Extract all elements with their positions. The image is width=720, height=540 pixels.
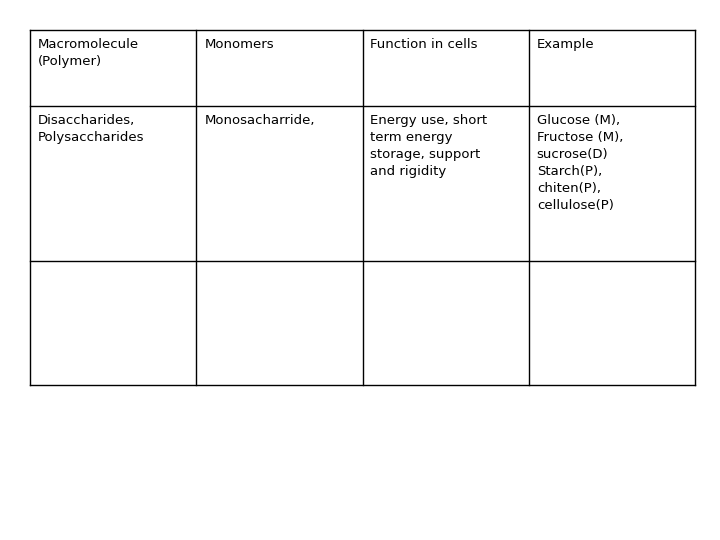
Text: Disaccharides,
Polysaccharides: Disaccharides, Polysaccharides: [38, 114, 145, 144]
Text: Energy use, short
term energy
storage, support
and rigidity: Energy use, short term energy storage, s…: [371, 114, 487, 178]
Text: Macromolecule
(Polymer): Macromolecule (Polymer): [38, 38, 139, 68]
Text: Monosacharride,: Monosacharride,: [204, 114, 315, 127]
Text: Monomers: Monomers: [204, 38, 274, 51]
Text: Function in cells: Function in cells: [371, 38, 478, 51]
Text: Example: Example: [536, 38, 595, 51]
Text: Glucose (M),
Fructose (M),
sucrose(D)
Starch(P),
chiten(P),
cellulose(P): Glucose (M), Fructose (M), sucrose(D) St…: [536, 114, 623, 212]
